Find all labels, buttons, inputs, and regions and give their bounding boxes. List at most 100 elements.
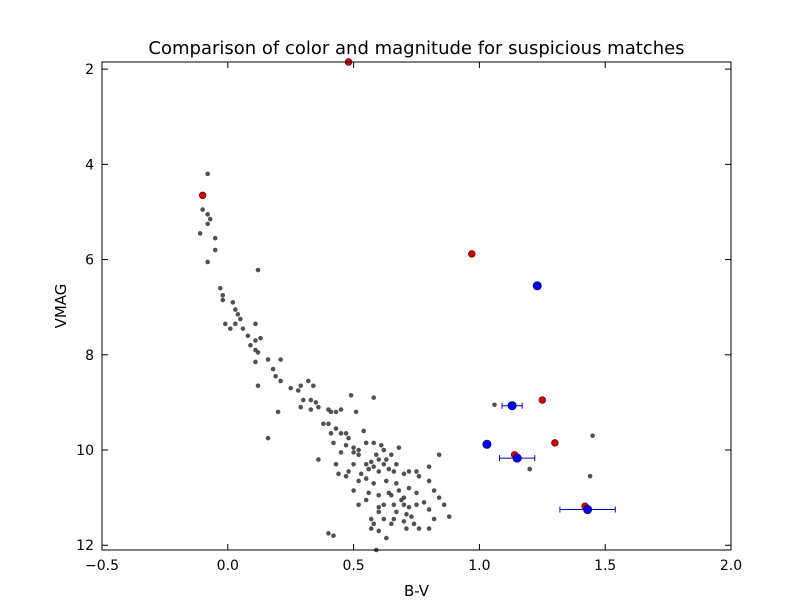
y-tick-label: 2	[85, 62, 94, 78]
background-star-point	[446, 514, 452, 519]
background-star-point	[361, 428, 366, 434]
background-star-point	[389, 452, 394, 458]
background-star-point	[328, 409, 334, 415]
background-star-point	[381, 516, 387, 522]
background-star-point	[248, 342, 253, 348]
background-star-point	[298, 404, 304, 410]
background-star-point	[441, 502, 447, 508]
background-star-point	[346, 469, 351, 474]
background-star-point	[421, 500, 427, 505]
background-star-point	[333, 462, 339, 467]
background-star-point	[416, 473, 422, 479]
background-star-point	[590, 433, 595, 439]
background-star-point	[316, 404, 321, 410]
background-star-point	[353, 409, 359, 415]
background-star-point	[404, 526, 409, 531]
background-star-point	[371, 440, 377, 446]
background-star-point	[384, 478, 389, 484]
background-star-point	[416, 526, 422, 531]
background-star-point	[368, 516, 374, 522]
background-star-point	[265, 357, 271, 362]
background-star-point	[376, 492, 382, 498]
background-star-point	[426, 464, 432, 469]
background-star-point	[394, 509, 399, 515]
background-star-point	[328, 431, 334, 436]
background-star-point	[389, 521, 394, 527]
background-star-point	[363, 440, 369, 446]
blue-match-point	[482, 439, 492, 449]
background-star-point	[376, 457, 382, 462]
background-star-point	[391, 502, 397, 508]
background-star-point	[207, 216, 213, 222]
background-star-point	[333, 426, 339, 431]
background-star-point	[376, 504, 382, 510]
background-star-point	[391, 516, 397, 522]
background-star-point	[371, 464, 377, 469]
background-star-point	[373, 452, 379, 458]
background-star-point	[368, 459, 374, 465]
background-star-point	[331, 440, 336, 446]
blue-match-point	[583, 505, 593, 515]
background-star-point	[376, 528, 382, 534]
background-star-point	[253, 338, 258, 343]
background-star-point	[366, 490, 371, 496]
chart-title: Comparison of color and magnitude for su…	[148, 38, 684, 59]
background-star-point	[389, 492, 394, 498]
background-star-point	[343, 431, 349, 436]
blue-match-point	[512, 453, 522, 463]
background-star-point	[255, 350, 261, 355]
points-layer	[197, 58, 616, 553]
background-star-point	[386, 466, 392, 472]
y-tick-label: 4	[85, 157, 94, 173]
background-star-point	[343, 473, 349, 479]
background-star-point	[356, 447, 361, 453]
background-star-point	[351, 488, 356, 493]
background-star-point	[351, 450, 356, 455]
background-star-point	[492, 402, 497, 408]
background-star-point	[238, 316, 243, 322]
background-star-point	[351, 445, 356, 450]
background-star-point	[381, 462, 387, 467]
background-star-point	[205, 259, 210, 265]
background-star-point	[295, 388, 301, 393]
plot-frame	[101, 61, 732, 551]
background-star-point	[326, 421, 331, 427]
background-star-point	[338, 450, 344, 455]
background-star-point	[255, 383, 261, 389]
red-match-point	[551, 439, 559, 447]
background-star-point	[363, 462, 369, 467]
background-star-point	[316, 457, 321, 462]
background-star-point	[411, 521, 417, 527]
blue-match-point	[532, 281, 542, 291]
background-star-point	[331, 533, 336, 539]
background-star-point	[311, 383, 316, 389]
background-star-point	[270, 366, 276, 372]
red-match-point	[468, 250, 476, 258]
y-tick-label: 10	[76, 443, 94, 459]
background-star-point	[300, 397, 306, 403]
background-star-point	[212, 247, 218, 253]
x-axis-label: B-V	[404, 582, 430, 600]
background-star-point	[336, 471, 341, 477]
background-star-point	[205, 171, 210, 177]
background-star-point	[436, 495, 442, 500]
background-star-point	[381, 502, 387, 508]
background-star-point	[326, 531, 331, 536]
background-star-point	[406, 485, 412, 491]
red-match-point	[198, 191, 207, 200]
background-star-point	[378, 442, 384, 448]
background-star-point	[338, 407, 344, 412]
background-star-point	[376, 509, 382, 515]
background-star-point	[401, 502, 407, 508]
background-star-point	[253, 359, 258, 365]
background-star-point	[258, 335, 263, 341]
background-star-point	[384, 457, 389, 462]
background-star-point	[371, 481, 377, 486]
background-star-point	[587, 473, 593, 479]
x-tick-label: 0.5	[342, 558, 364, 574]
background-star-point	[233, 321, 238, 327]
background-star-point	[363, 476, 369, 481]
background-star-point	[431, 488, 437, 493]
background-star-point	[333, 409, 339, 415]
